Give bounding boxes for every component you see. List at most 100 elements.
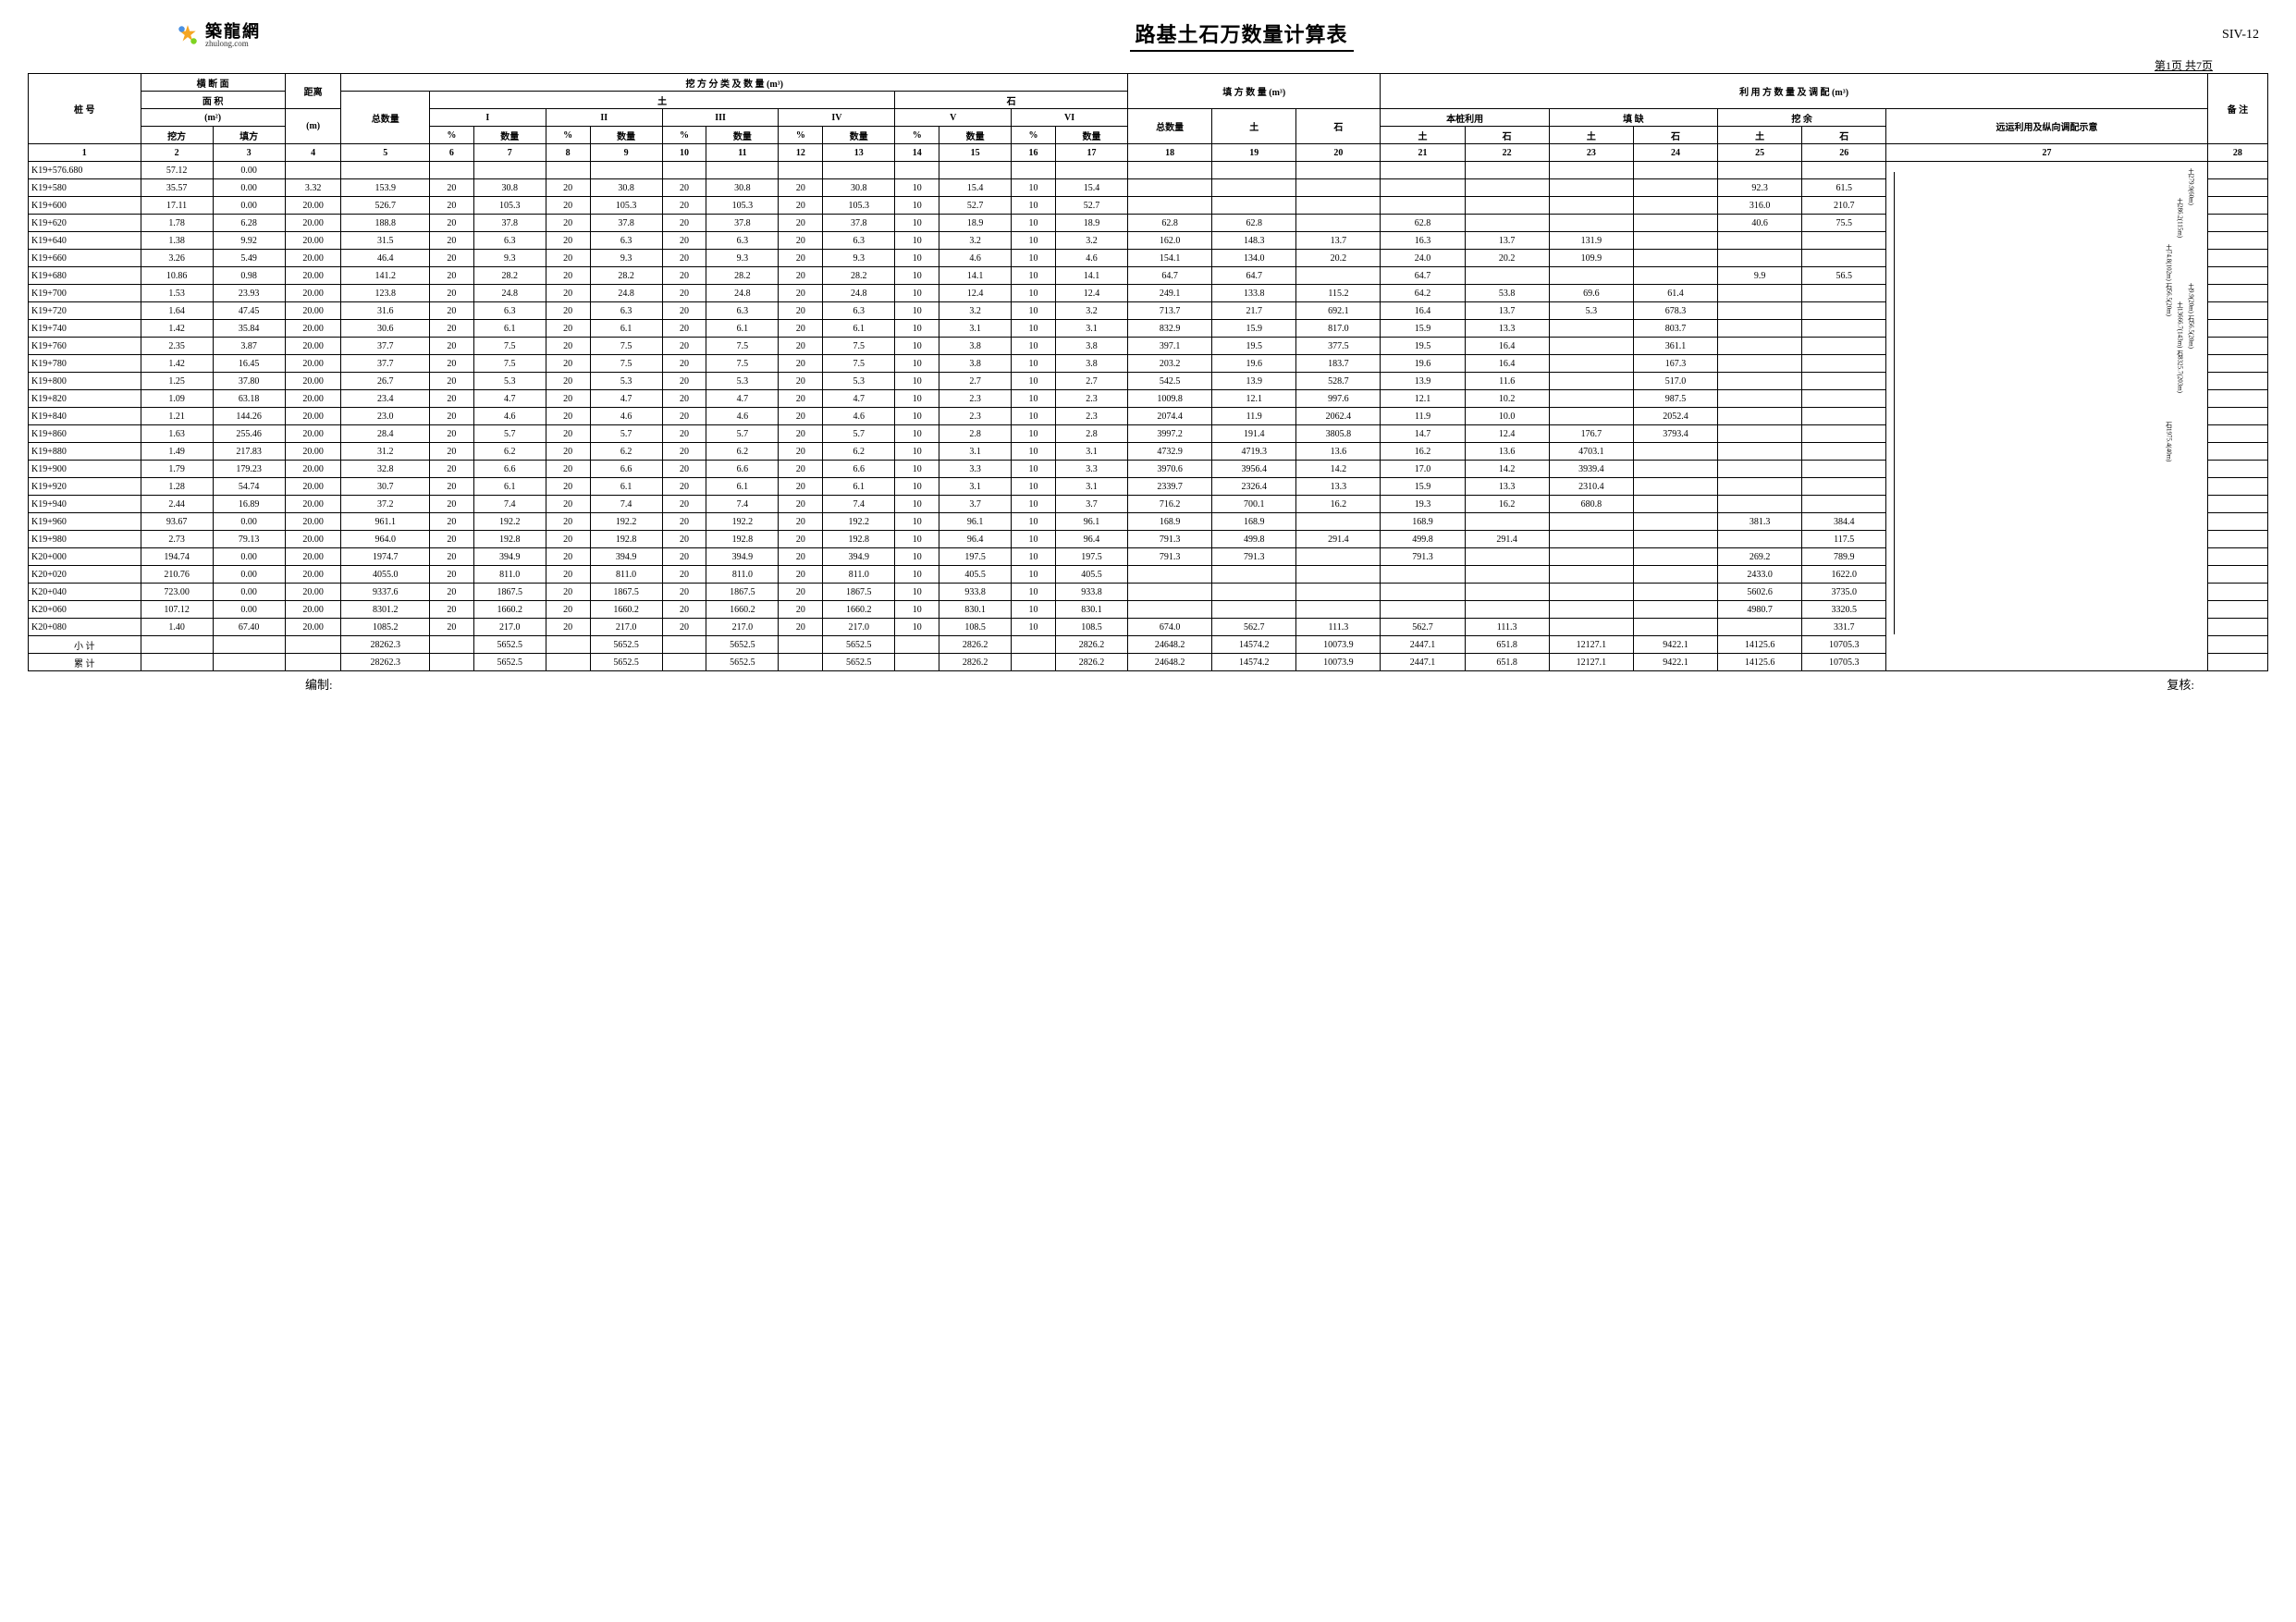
cell: 20	[429, 566, 473, 584]
cell: 5652.5	[706, 636, 779, 654]
cell: 10	[1012, 566, 1056, 584]
cell: 12127.1	[1549, 636, 1633, 654]
cell: 167.3	[1633, 355, 1717, 373]
cell	[1802, 373, 1886, 390]
cell	[1128, 584, 1212, 601]
cell: 4.7	[823, 390, 895, 408]
cell: 75.5	[1802, 215, 1886, 232]
cell	[662, 654, 706, 671]
cell: K19+720	[29, 302, 141, 320]
cell: 4.7	[706, 390, 779, 408]
cell	[341, 162, 429, 179]
cell: 10	[895, 496, 939, 513]
cell	[2207, 320, 2267, 338]
cell	[2207, 232, 2267, 250]
cell: 10	[895, 250, 939, 267]
cell: 10	[895, 390, 939, 408]
cell: 20	[662, 584, 706, 601]
cell: 15.9	[1212, 320, 1296, 338]
col-num: 11	[706, 144, 779, 162]
cell: 10	[895, 355, 939, 373]
cell	[1128, 162, 1212, 179]
cell	[2207, 179, 2267, 197]
cell	[1128, 179, 1212, 197]
cell: 394.9	[706, 548, 779, 566]
cell: 2.73	[141, 531, 213, 548]
cell: 24.8	[823, 285, 895, 302]
cell: 4.7	[473, 390, 546, 408]
page-info: 第1页 共7页	[28, 57, 2213, 73]
cell: 269.2	[1718, 548, 1802, 566]
cell	[1718, 285, 1802, 302]
cell: 1.21	[141, 408, 213, 425]
cell: 20	[662, 302, 706, 320]
cell	[1549, 531, 1633, 548]
cell: 96.4	[939, 531, 1012, 548]
cell: 10	[1012, 425, 1056, 443]
cell: 3735.0	[1802, 584, 1886, 601]
cell	[546, 654, 590, 671]
cell: 3.1	[1055, 443, 1127, 461]
h-p4: %	[779, 127, 823, 144]
h-ftotal: 总数量	[1128, 109, 1212, 144]
cell: 203.2	[1128, 355, 1212, 373]
cell	[1465, 197, 1549, 215]
cell: 217.0	[590, 619, 662, 636]
cell: 192.2	[706, 513, 779, 531]
cell	[1802, 302, 1886, 320]
cell	[1212, 162, 1296, 179]
col-num: 1	[29, 144, 141, 162]
cell: 217.0	[706, 619, 779, 636]
col-num: 3	[213, 144, 285, 162]
h-cutclass: 挖 方 分 类 及 数 量 (m³)	[341, 74, 1128, 92]
cell: 20	[662, 425, 706, 443]
cell: 20	[779, 285, 823, 302]
cell: 20	[779, 531, 823, 548]
cell	[1549, 338, 1633, 355]
cell	[2207, 338, 2267, 355]
cell: 20	[546, 513, 590, 531]
cell: K20+000	[29, 548, 141, 566]
cell: 0.00	[213, 197, 285, 215]
h-rock: 石	[895, 92, 1128, 109]
cell: 933.8	[939, 584, 1012, 601]
cell: 79.13	[213, 531, 285, 548]
cell	[1549, 162, 1633, 179]
cell: 20	[546, 250, 590, 267]
cell	[1549, 179, 1633, 197]
cell	[2207, 636, 2267, 654]
cell	[2207, 408, 2267, 425]
cell: 179.23	[213, 461, 285, 478]
cell: 28.4	[341, 425, 429, 443]
cell: 3.1	[1055, 320, 1127, 338]
cell	[141, 636, 213, 654]
cell: 20	[779, 215, 823, 232]
cell	[1802, 496, 1886, 513]
cell: 1.64	[141, 302, 213, 320]
cell	[1465, 513, 1549, 531]
cell: 5.7	[473, 425, 546, 443]
cell: 0.98	[213, 267, 285, 285]
cell: 10	[1012, 232, 1056, 250]
cell: 131.9	[1549, 232, 1633, 250]
cell: 10	[895, 478, 939, 496]
cell: 5652.5	[590, 636, 662, 654]
cell	[2207, 215, 2267, 232]
cell: 3.1	[1055, 478, 1127, 496]
cell: 9422.1	[1633, 636, 1717, 654]
cell	[1549, 215, 1633, 232]
cell: 680.8	[1549, 496, 1633, 513]
cell: 134.0	[1212, 250, 1296, 267]
cell: 20	[779, 338, 823, 355]
cell: 217.0	[473, 619, 546, 636]
cell: 5.3	[823, 373, 895, 390]
quantity-table: 桩 号 横 断 面 距离 挖 方 分 类 及 数 量 (m³) 填 方 数 量 …	[28, 73, 2268, 671]
cell	[1549, 566, 1633, 584]
cell: 62.8	[1381, 215, 1465, 232]
cell: 20.00	[285, 443, 341, 461]
col-num: 20	[1296, 144, 1381, 162]
cell: 6.3	[823, 302, 895, 320]
h-fl-r: 石	[1633, 127, 1717, 144]
cell: 9337.6	[341, 584, 429, 601]
cell: 20.00	[285, 215, 341, 232]
